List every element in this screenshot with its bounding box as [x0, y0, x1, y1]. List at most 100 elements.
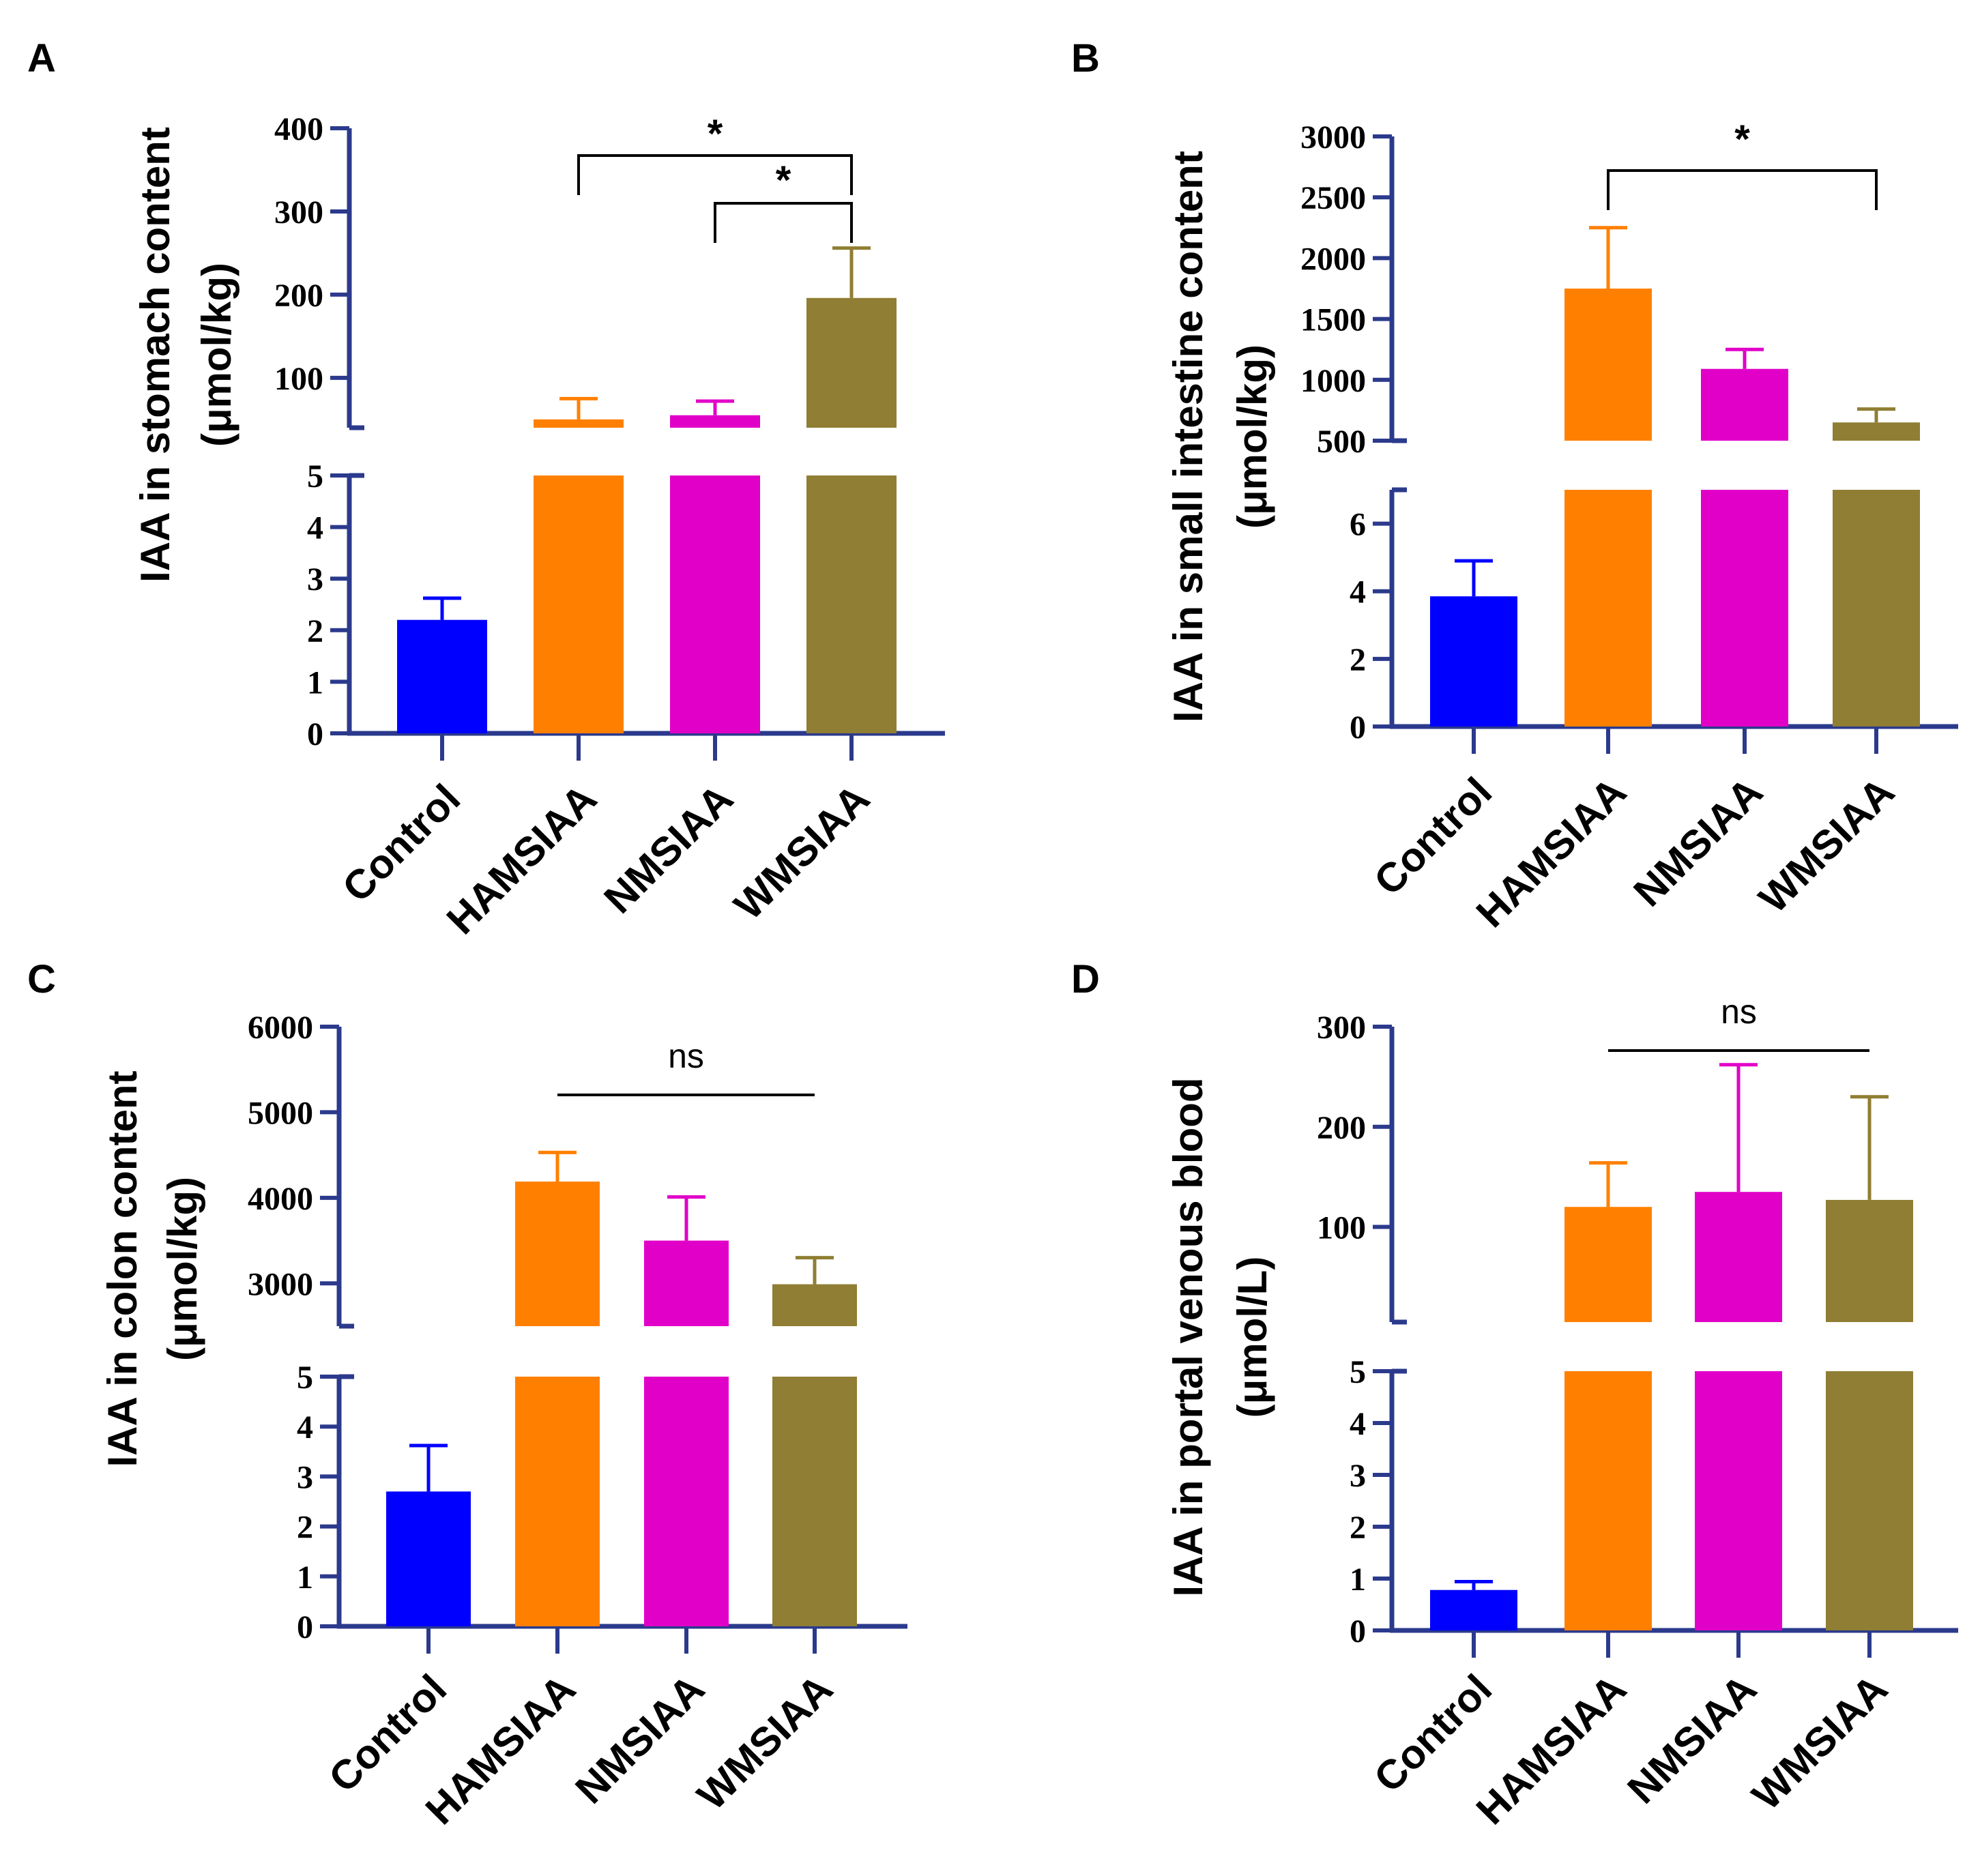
panel-b: B024650010001500200025003000ControlHAMSI…: [1071, 36, 1958, 936]
y-tick-label: 1500: [1300, 302, 1366, 338]
y-axis-label-units: (μmol/kg): [160, 1177, 205, 1361]
y-tick-label: 4: [1350, 1406, 1366, 1442]
y-axis-label-units: (μmol/kg): [194, 263, 239, 447]
bar-nmsiaa-lower: [1701, 490, 1788, 727]
significance-label: ns: [668, 1037, 704, 1075]
y-tick-label: 300: [1317, 1010, 1366, 1046]
panel-d: D012345100200300ControlHAMSIAANMSIAAWMSI…: [1071, 957, 1958, 1833]
bar-wmsiaa-upper: [772, 1284, 857, 1326]
bar-nmsiaa-upper: [1701, 368, 1788, 441]
panel-letter: A: [27, 36, 56, 80]
bar-control: [1430, 596, 1517, 727]
category-label: Control: [1365, 769, 1500, 904]
y-tick-label: 100: [1317, 1210, 1366, 1246]
y-tick-label: 0: [1350, 709, 1366, 746]
significance-label: ns: [1721, 993, 1757, 1031]
y-tick-label: 200: [274, 278, 323, 314]
y-axis-label: IAA in colon content: [100, 1070, 145, 1467]
y-tick-label: 400: [274, 111, 323, 147]
category-label: NMSIAA: [1618, 1666, 1765, 1813]
bar-wmsiaa-upper: [806, 297, 897, 428]
y-tick-label: 300: [274, 194, 323, 231]
bar-wmsiaa-upper: [1833, 422, 1920, 441]
bar-hamsiaa-upper: [534, 419, 624, 428]
y-tick-label: 0: [307, 716, 323, 752]
y-tick-label: 5: [307, 458, 323, 495]
y-tick-label: 1000: [1300, 363, 1366, 399]
bar-hamsiaa-lower: [534, 475, 624, 733]
category-label: WMSIAA: [1743, 1666, 1896, 1819]
bar-wmsiaa-upper: [1826, 1199, 1913, 1322]
category-label: HAMSIAA: [438, 776, 605, 943]
bar-nmsiaa-lower: [670, 475, 760, 733]
category-label: Control: [334, 776, 469, 911]
y-tick-label: 1: [1350, 1562, 1366, 1598]
bar-nmsiaa-upper: [670, 415, 760, 428]
y-tick-label: 4000: [248, 1181, 313, 1217]
y-tick-label: 5000: [248, 1095, 313, 1131]
y-tick-label: 4: [307, 510, 323, 546]
bar-wmsiaa-lower: [806, 475, 897, 733]
y-tick-label: 100: [274, 361, 323, 397]
panel-c: C0123453000400050006000ControlHAMSIAANMS…: [27, 957, 907, 1833]
category-label: WMSIAA: [688, 1666, 841, 1819]
category-label: NMSIAA: [595, 776, 742, 922]
y-tick-label: 2: [307, 613, 323, 649]
y-tick-label: 6: [1350, 507, 1366, 543]
bar-hamsiaa-lower: [515, 1377, 600, 1626]
y-axis-label-units: (μmol/kg): [1229, 345, 1275, 529]
significance-label: *: [708, 112, 723, 156]
y-tick-label: 4: [1350, 574, 1366, 611]
y-tick-label: 2500: [1300, 180, 1366, 216]
category-label: WMSIAA: [1750, 769, 1903, 922]
bar-hamsiaa-upper: [1564, 1207, 1652, 1322]
y-tick-label: 3000: [1300, 119, 1366, 156]
y-tick-label: 3: [307, 561, 323, 598]
bar-hamsiaa-lower: [1564, 490, 1652, 727]
bar-nmsiaa-lower: [644, 1377, 729, 1626]
bar-wmsiaa-lower: [1826, 1371, 1913, 1630]
y-tick-label: 500: [1317, 424, 1366, 460]
y-tick-label: 2000: [1300, 241, 1366, 277]
y-tick-label: 200: [1317, 1110, 1366, 1146]
y-tick-label: 2: [1350, 1510, 1366, 1546]
y-tick-label: 3: [1350, 1458, 1366, 1494]
significance-label: *: [776, 158, 791, 203]
bar-wmsiaa-lower: [1833, 490, 1920, 727]
y-axis-label: IAA in stomach content: [132, 127, 178, 583]
bar-control: [1430, 1589, 1517, 1630]
y-tick-label: 3000: [248, 1266, 313, 1302]
category-label: Control: [320, 1666, 455, 1801]
y-tick-label: 0: [1350, 1613, 1366, 1650]
bar-nmsiaa-upper: [1695, 1192, 1782, 1322]
category-label: NMSIAA: [1625, 769, 1771, 915]
y-tick-label: 5: [1350, 1354, 1366, 1390]
bar-hamsiaa-lower: [1564, 1371, 1652, 1630]
y-tick-label: 2: [1350, 642, 1366, 678]
bar-nmsiaa-lower: [1695, 1371, 1782, 1630]
y-tick-label: 0: [297, 1609, 313, 1645]
y-axis-label: IAA in portal venous blood: [1165, 1077, 1211, 1596]
y-axis-label-units: (μmol/L): [1229, 1257, 1275, 1418]
panel-a: A 0 1 2 3 4 5 100 200 300 400 ControlHAMSIAANMSIAAW…: [27, 36, 945, 943]
bar-hamsiaa-upper: [1564, 289, 1652, 441]
y-tick-label: 5: [297, 1360, 313, 1396]
y-tick-label: 6000: [248, 1010, 313, 1046]
y-tick-label: 1: [297, 1559, 313, 1596]
y-tick-label: 3: [297, 1459, 313, 1495]
bar-nmsiaa-upper: [644, 1240, 729, 1326]
category-label: NMSIAA: [566, 1666, 713, 1813]
y-axis-label: IAA in small intestine content: [1165, 151, 1211, 722]
panel-letter: D: [1071, 957, 1100, 1001]
y-tick-label: 4: [297, 1409, 313, 1446]
category-label: WMSIAA: [725, 776, 878, 928]
bar-control: [397, 619, 487, 733]
panel-letter: B: [1071, 36, 1100, 80]
bar-control: [386, 1491, 471, 1626]
bar-wmsiaa-lower: [772, 1377, 857, 1626]
panel-letter: C: [27, 957, 56, 1001]
category-label: Control: [1365, 1666, 1500, 1801]
significance-label: *: [1734, 117, 1750, 162]
